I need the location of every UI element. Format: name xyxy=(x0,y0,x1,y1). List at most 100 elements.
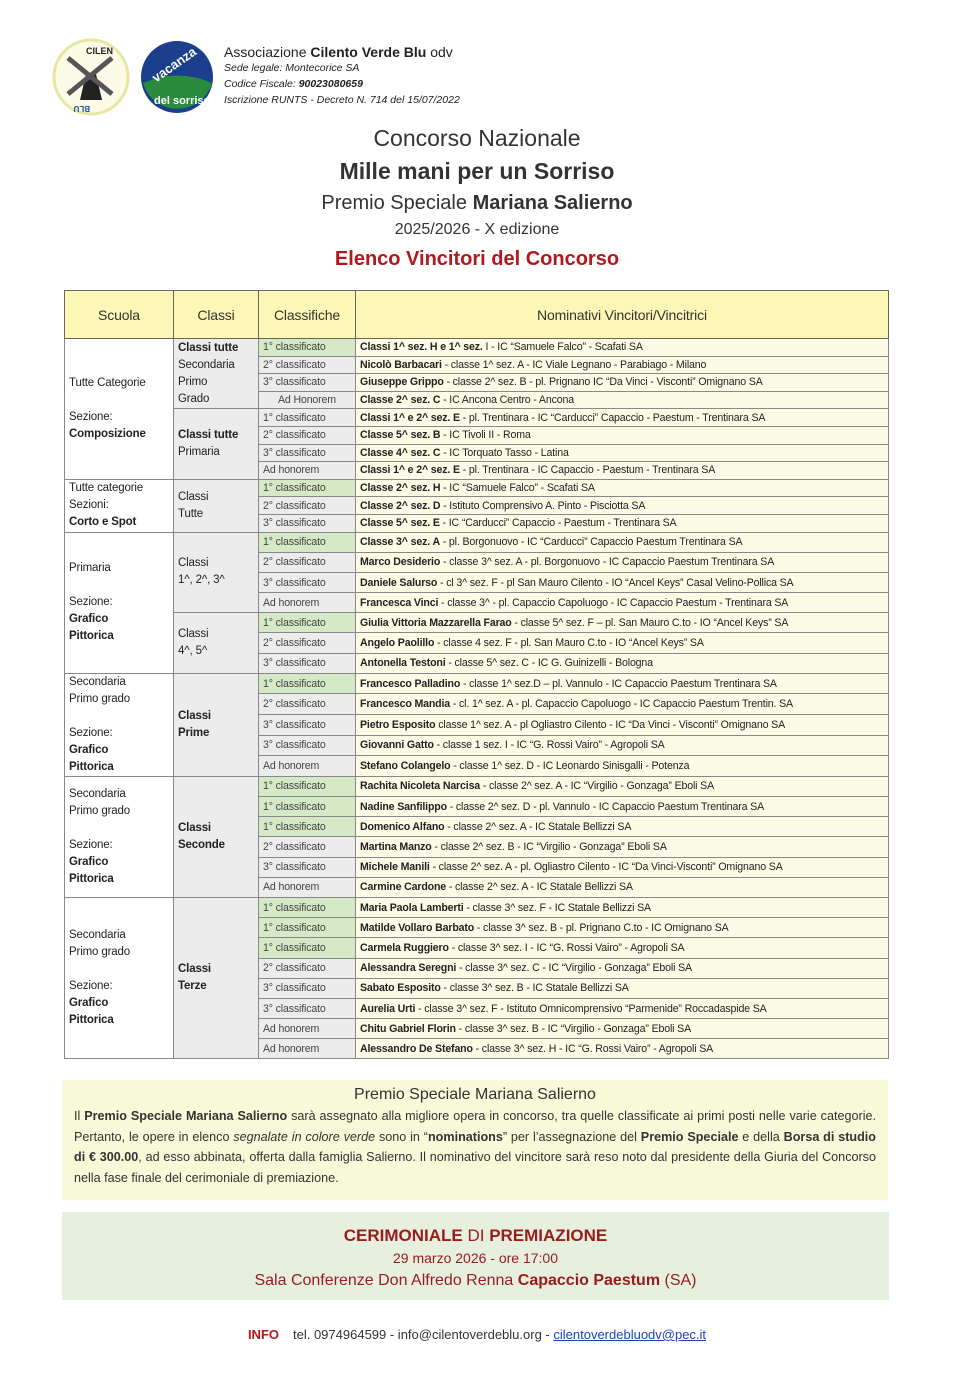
cell-line: Classi xyxy=(178,821,211,834)
cell-line xyxy=(69,392,169,409)
cell-line: Classi tutte xyxy=(178,341,239,354)
winner-name: Antonella Testoni xyxy=(360,657,446,670)
cell-line: Pittorica xyxy=(69,760,114,773)
winner-details: - cl. 1^ sez. A - pl. Capaccio Capoluogo… xyxy=(450,698,793,711)
winner-cell: Giovanni Gatto - classe 1 sez. I - IC “G… xyxy=(355,734,889,757)
cell-line: Sezioni: xyxy=(69,499,109,512)
edition: 2025/2026 - X edizione xyxy=(394,221,560,238)
winner-cell: Domenico Alfano - classe 2^ sez. A - IC … xyxy=(355,816,889,838)
rank-cell: 2° classificato xyxy=(258,632,356,654)
winner-details: classe 1^ sez. A - pl Ogliastro Cilento … xyxy=(435,718,785,731)
cell-line: Tutte xyxy=(178,507,204,520)
winner-name: Nadine Sanfilippo xyxy=(360,800,447,813)
winner-cell: Marco Desiderio - classe 3^ sez. A - pl.… xyxy=(355,551,889,573)
table-row: 3° classificato Antonella Testoni - class… xyxy=(65,652,889,674)
winner-details: - IC Torquato Tasso - Latina xyxy=(440,446,569,459)
table-row: 1° classificato Domenico Alfano - classe … xyxy=(65,816,889,838)
cell-line: Classi xyxy=(178,557,209,570)
special-prize-box: Premio Speciale Mariana Salierno Il Prem… xyxy=(62,1080,888,1200)
special-prize-text: Il Premio Speciale Mariana Salierno sarà… xyxy=(74,1109,876,1185)
header-classifiche: Classifiche xyxy=(258,290,356,339)
table-row: Tutte categorie Sezioni: Corto e Spot Class… xyxy=(64,478,889,533)
cell-line: Tutte categorie xyxy=(69,482,144,495)
table-row: 3° classificato Pietro Esposito classe 1^… xyxy=(65,714,889,736)
rank-cell: Ad honorem xyxy=(258,1018,356,1040)
winner-name: Giuseppe Grippo xyxy=(360,376,444,389)
table-row: Secondaria Primo grado Sezione: Grafico Pit… xyxy=(64,672,889,777)
table-row: 3° classificato Michele Manili - classe 2… xyxy=(65,856,889,878)
rank-cell-nominated: 1° classificato xyxy=(258,917,356,939)
classi-cell: Classi Tutte xyxy=(173,478,259,533)
cell-line: Sezione: xyxy=(69,980,113,993)
rank-cell: 2° classificato xyxy=(258,355,356,375)
winner-cell: Michele Manili - classe 2^ sez. A - pl. … xyxy=(355,856,889,878)
classi-cell: Classi 1^, 2^, 3^ xyxy=(173,531,259,614)
winner-name: Classe 2^ sez. C xyxy=(360,394,441,407)
table-row: Secondaria Primo grado Sezione: Grafico Pit… xyxy=(64,896,889,1060)
winner-name: Francesco Palladino xyxy=(360,677,461,690)
winner-cell: Classe 2^ sez. C - IC Ancona Centro - An… xyxy=(355,390,889,410)
rank-cell: 3° classificato xyxy=(258,997,356,1020)
school-cell: Tutte categorie Sezioni: Corto e Spot xyxy=(64,478,174,533)
table-row: 2° classificato Classe 2^ sez. D - Istitu… xyxy=(65,496,889,515)
winner-name: Carmine Cardone xyxy=(360,881,447,894)
winner-details: - classe 2^ sez. A - pl. Ogliastro Cilen… xyxy=(429,861,783,874)
winner-cell: Classe 4^ sez. C - IC Torquato Tasso - L… xyxy=(355,443,889,463)
cell-line: Sezione: xyxy=(69,410,113,423)
winner-details: - classe 1^ sez. A - IC Viale Legnano - … xyxy=(441,358,707,371)
table-row: 2° classificato Marco Desiderio - classe … xyxy=(65,551,889,573)
runts-registration: Iscrizione RUNTS - Decreto N. 714 del 15… xyxy=(224,94,460,106)
cell-line: Grafico xyxy=(69,855,109,868)
winner-cell: Alessandra Seregni - classe 3^ sez. C - … xyxy=(355,957,889,979)
table-row: 2° classificato Alessandra Seregni - clas… xyxy=(65,957,889,979)
winner-details: - pl. Borgonuovo - IC “Carducci” Capacci… xyxy=(439,536,743,549)
cell-line: Grado xyxy=(178,392,210,405)
table-row: Ad honorem Classi 1^ e 2^ sez. E - pl. Tr… xyxy=(65,461,889,480)
ceremony-title: CERIMONIALE DI PREMIAZIONE xyxy=(343,1226,608,1245)
rank-cell: 2° classificato xyxy=(258,551,356,573)
rank-cell: Ad honorem xyxy=(258,461,356,480)
cell-line: Grafico xyxy=(69,613,109,626)
winner-cell: Chitu Gabriel Florin - classe 3^ sez. B … xyxy=(355,1018,889,1040)
winner-details: - classe 3^ sez. B - IC Statale Bellizzi… xyxy=(440,982,629,995)
rank-cell-nominated: 1° classificato xyxy=(258,478,356,498)
winner-details: - pl. Trentinara - IC Capaccio - Paestum… xyxy=(459,464,716,477)
winners-table: Scuola Classi Classifiche Nominativi Vin… xyxy=(64,290,889,1060)
rank-cell: Ad honorem xyxy=(258,1038,356,1060)
winner-cell: Maria Paola Lamberti - classe 3^ sez. F … xyxy=(355,896,889,919)
table-row: Primaria Sezione: Grafico Pittorica Classi 1… xyxy=(64,531,889,674)
cell-line: Pittorica xyxy=(69,630,114,643)
cell-line: Pittorica xyxy=(69,1014,114,1027)
cell-line: 1^, 2^, 3^ xyxy=(178,574,225,587)
winner-cell: Carmine Cardone - classe 2^ sez. A - IC … xyxy=(355,876,889,898)
cell-line: Primo grado xyxy=(69,946,130,959)
winner-details: - IC Ancona Centro - Ancona xyxy=(440,394,574,407)
winner-cell: Daniele Salurso - cl 3^ sez. F - pl San … xyxy=(355,571,889,594)
classi-cell: Classi Seconde xyxy=(173,775,259,898)
cell-line: Composizione xyxy=(69,427,146,440)
cilento-verde-blu-logo: CILEN BLU xyxy=(52,38,130,116)
winner-name: Alessandra Seregni xyxy=(360,962,457,975)
cell-line: Grafico xyxy=(69,997,109,1010)
cell-line: Classi xyxy=(178,490,209,503)
rank-cell: Ad honorem xyxy=(258,755,356,777)
classi-cell: Classi tutte Primaria xyxy=(173,408,259,480)
association-info: Associazione Cilento Verde Blu odv Sede … xyxy=(224,44,460,108)
cell-line: Terze xyxy=(178,980,207,993)
winner-cell: Stefano Colangelo - classe 1^ sez. D - I… xyxy=(355,755,889,777)
la-vacanza-del-sorriso-logo: vacanza del sorriso xyxy=(141,41,213,113)
winner-cell: Classi 1^ e 2^ sez. E - pl. Trentinara -… xyxy=(355,408,889,427)
winner-name: Domenico Alfano xyxy=(360,820,445,833)
pec-email-link[interactable]: cilentoverdebluodv@pec.it xyxy=(553,1327,707,1342)
table-row: Ad honorem Carmine Cardone - classe 2^ se… xyxy=(65,876,889,898)
rank-cell-nominated: 1° classificato xyxy=(258,672,356,695)
winner-name: Pietro Esposito xyxy=(360,718,436,731)
rank-cell: 3° classificato xyxy=(258,856,356,878)
rank-cell: Ad Honorem xyxy=(258,390,356,410)
winner-name: Rachita Nicoleta Narcisa xyxy=(360,780,481,793)
winner-cell: Classe 5^ sez. B - IC Tivoli II - Roma xyxy=(355,425,889,445)
svg-text:del sorriso: del sorriso xyxy=(154,95,211,107)
winner-name: Classi 1^ e 2^ sez. E xyxy=(360,464,460,477)
winner-cell: Francesca Vinci - classe 3^ - pl. Capacc… xyxy=(355,592,889,614)
winner-details: - classe 3^ - pl. Capaccio Capoluogo - I… xyxy=(438,596,789,609)
